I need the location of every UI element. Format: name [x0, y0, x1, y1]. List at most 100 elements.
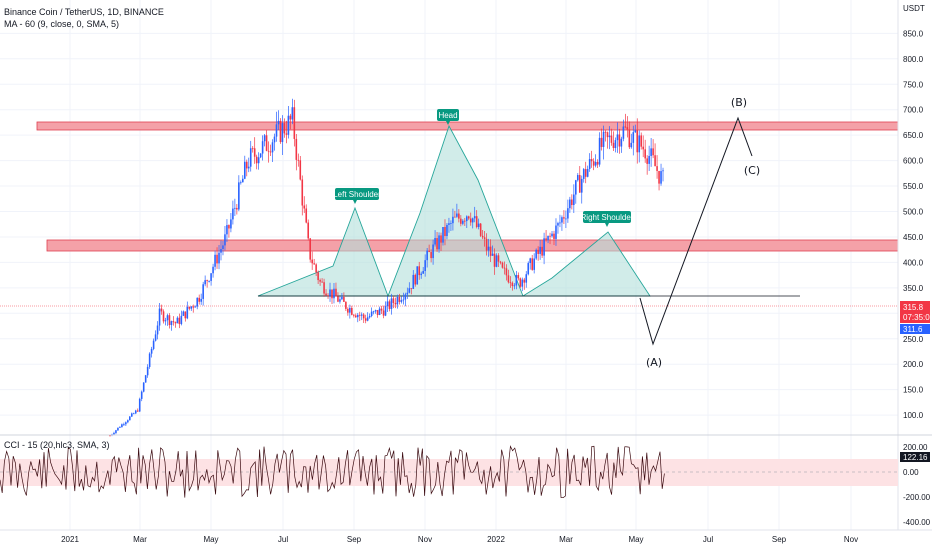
candle-body	[289, 115, 292, 120]
cci-line	[0, 445, 665, 499]
candle-body	[311, 259, 313, 264]
price-axis[interactable]: USDT 850.0 800.0 750.0 700.0 650.0 600.0 550.0…	[897, 0, 932, 530]
chart-title: Binance Coin / TetherUS, 1D, BINANCE	[4, 7, 164, 17]
candle-body	[485, 238, 488, 251]
candle-body	[428, 250, 430, 253]
candle-body	[416, 266, 419, 285]
candle-body	[230, 219, 232, 229]
price-tick-label: 800.0	[903, 55, 924, 64]
candle-body	[400, 300, 403, 302]
candle-body	[586, 168, 589, 177]
candle-body	[362, 314, 365, 319]
candle-body	[567, 208, 569, 219]
candle-body	[176, 317, 179, 324]
candle-body	[351, 307, 353, 315]
candle-body	[123, 424, 125, 426]
candle-body	[450, 223, 452, 224]
candle-body	[537, 249, 539, 254]
label-left-shoulder: Left Shoulder	[333, 188, 381, 204]
candle-body	[307, 222, 310, 239]
candle-body	[283, 123, 286, 134]
candle-body	[341, 296, 343, 300]
candle-body	[329, 289, 331, 296]
candle-body	[551, 233, 553, 237]
price-tick-label: 650.0	[903, 131, 924, 140]
candle-body	[228, 225, 230, 229]
candle-body	[541, 246, 543, 256]
candle-body	[315, 264, 317, 273]
candle-body	[136, 410, 139, 412]
candle-body	[501, 262, 504, 268]
candle-body	[178, 317, 181, 325]
candle-body	[132, 413, 135, 415]
candle-body	[194, 306, 197, 308]
candle-body	[382, 310, 385, 316]
candle-body	[297, 159, 300, 161]
candles	[109, 98, 664, 437]
candle-body	[353, 314, 355, 316]
candle-body	[458, 213, 460, 219]
time-tick-label: May	[203, 535, 218, 544]
candle-body	[386, 301, 389, 307]
candle-body	[563, 217, 565, 219]
candle-body	[303, 205, 306, 209]
candle-body	[658, 170, 660, 184]
candle-body	[412, 274, 415, 289]
candle-body	[465, 216, 468, 222]
candle-body	[222, 245, 224, 250]
candle-body	[170, 321, 173, 326]
price-tick-label: 850.0	[903, 29, 924, 38]
candle-body	[660, 171, 662, 184]
candle-body	[236, 207, 238, 210]
candle-body	[509, 282, 512, 284]
candle-body	[267, 150, 270, 152]
candle-body	[172, 321, 175, 323]
candle-body	[182, 311, 185, 316]
candle-body	[517, 275, 520, 279]
time-tick-label: Nov	[418, 535, 432, 544]
candle-body	[543, 238, 545, 256]
left-shoulder-text: Left Shoulder	[333, 190, 381, 199]
candle-body	[121, 424, 123, 428]
cci-tick-200: 200.00	[903, 443, 928, 452]
candle-body	[208, 280, 210, 282]
candle-body	[462, 220, 464, 224]
candle-body	[495, 255, 498, 267]
candle-body	[424, 260, 426, 271]
candle-body	[620, 138, 623, 147]
candle-body	[571, 199, 573, 206]
candle-body	[644, 149, 646, 159]
time-axis[interactable]: 2021 Mar May Jul Sep Nov 2022 Mar May Jul Sep Nov	[0, 529, 932, 544]
candle-body	[390, 298, 393, 309]
price-tick-label: 600.0	[903, 157, 924, 166]
candle-body	[440, 235, 442, 243]
candle-body	[370, 311, 373, 317]
candle-body	[117, 427, 119, 431]
candle-body	[198, 297, 200, 302]
candle-body	[119, 427, 121, 428]
price-tick-label: 700.0	[903, 106, 924, 115]
candle-body	[529, 258, 532, 264]
candle-body	[321, 281, 323, 283]
candle-body	[614, 140, 617, 149]
cci-axis: 200.00 0.00 -200.00 -400.00 122.16	[900, 443, 931, 527]
candle-body	[358, 314, 361, 316]
candle-body	[467, 216, 470, 219]
candle-body	[247, 166, 250, 169]
time-tick-label: Mar	[133, 535, 147, 544]
candle-body	[343, 296, 345, 302]
candle-body	[333, 288, 335, 299]
candle-body	[410, 288, 413, 290]
candle-body	[432, 244, 434, 259]
candle-body	[632, 132, 635, 143]
candle-body	[483, 237, 486, 239]
candle-body	[505, 268, 508, 276]
ma-indicator-label: MA - 60 (9, close, 0, SMA, 5)	[4, 19, 120, 29]
candle-body	[602, 131, 605, 147]
cci-label: CCI - 15 (20,hlc3, SMA, 3)	[4, 440, 110, 450]
time-tick-label: Jul	[278, 535, 288, 544]
candle-body	[154, 334, 157, 341]
candle-body	[471, 218, 474, 223]
candle-body	[503, 267, 506, 269]
